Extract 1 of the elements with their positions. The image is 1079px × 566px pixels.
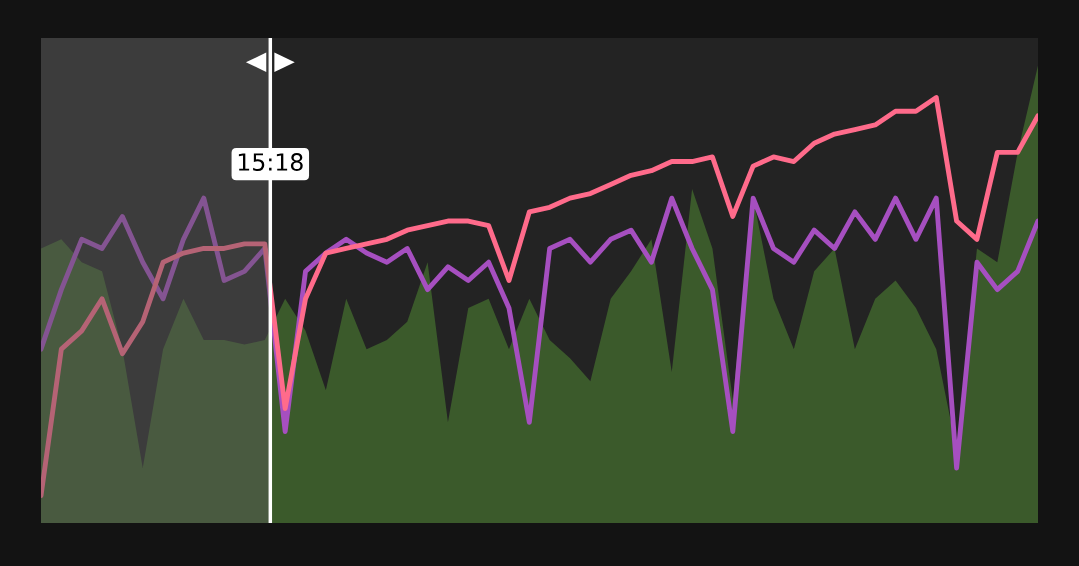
- annotation: 15:18: [238, 153, 303, 171]
